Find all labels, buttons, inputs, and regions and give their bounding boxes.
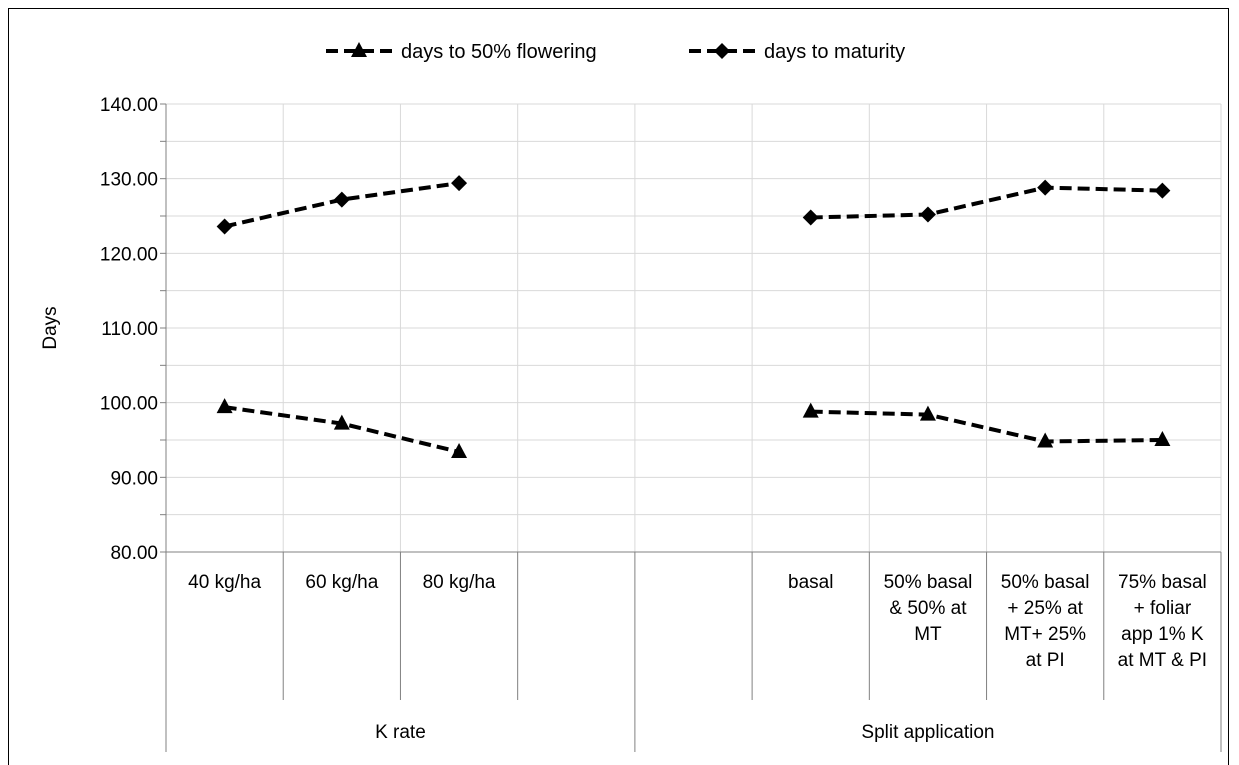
chart-frame xyxy=(8,8,1229,765)
diamond-marker xyxy=(919,206,936,223)
x-category-label: 75% basal xyxy=(1118,572,1207,593)
diamond-marker xyxy=(714,43,730,59)
diamond-marker xyxy=(216,218,233,235)
y-axis-label: Days xyxy=(40,306,61,349)
diamond-marker xyxy=(451,175,468,192)
x-category-label: + foliar xyxy=(1134,598,1192,619)
x-category-label: 50% basal xyxy=(884,572,973,593)
series-line xyxy=(810,409,1163,444)
x-category-label: 80 kg/ha xyxy=(423,572,496,593)
triangle-marker xyxy=(1037,432,1054,448)
triangle-marker xyxy=(802,402,819,418)
axes xyxy=(160,103,1222,752)
y-tick-label: 80.00 xyxy=(110,543,158,564)
gridlines xyxy=(166,103,1222,552)
diamond-marker xyxy=(1037,179,1054,196)
legend: days to 50% flowering days to maturity xyxy=(326,41,905,63)
x-category-label: MT xyxy=(914,624,942,645)
y-tick-label: 120.00 xyxy=(100,244,158,265)
triangle-marker xyxy=(451,442,468,458)
y-tick-label: 90.00 xyxy=(110,468,158,489)
legend-label: days to 50% flowering xyxy=(401,41,597,63)
x-category-label: 50% basal xyxy=(1001,572,1090,593)
y-tick-label: 140.00 xyxy=(100,95,158,116)
diamond-marker xyxy=(1154,182,1171,199)
series-markers xyxy=(216,175,1171,458)
triangle-marker xyxy=(216,398,233,414)
x-category-label: at PI xyxy=(1026,650,1065,671)
x-category-labels: 40 kg/ha 60 kg/ha 80 kg/ha basal 50% basal & … xyxy=(188,572,1207,671)
triangle-marker xyxy=(1154,431,1171,446)
series-lines xyxy=(224,181,1163,454)
x-category-label: app 1% K xyxy=(1121,624,1204,645)
y-tick-labels: 80.00 90.00 100.00 110.00 120.00 130.00 140.00 xyxy=(100,95,158,564)
diamond-marker xyxy=(802,209,819,226)
series-line xyxy=(810,185,1163,220)
x-category-label: + 25% at xyxy=(1007,598,1083,619)
diamond-marker xyxy=(333,191,350,208)
x-category-label: MT+ 25% xyxy=(1004,624,1086,645)
y-tick-label: 130.00 xyxy=(100,170,158,191)
x-group-labels: K rate Split application xyxy=(375,722,994,743)
triangle-marker xyxy=(351,42,367,57)
x-group-label: Split application xyxy=(861,722,994,743)
x-group-label: K rate xyxy=(375,722,426,743)
legend-label: days to maturity xyxy=(764,41,905,63)
triangle-marker xyxy=(333,414,350,430)
triangle-marker xyxy=(919,405,936,421)
x-category-label: basal xyxy=(788,572,833,593)
x-category-label: 40 kg/ha xyxy=(188,572,261,593)
x-category-label: 60 kg/ha xyxy=(305,572,378,593)
series-line xyxy=(224,181,460,229)
y-tick-label: 110.00 xyxy=(101,319,158,340)
x-category-label: & 50% at xyxy=(889,598,967,619)
y-tick-label: 100.00 xyxy=(100,394,158,415)
x-category-label: at MT & PI xyxy=(1118,650,1207,671)
